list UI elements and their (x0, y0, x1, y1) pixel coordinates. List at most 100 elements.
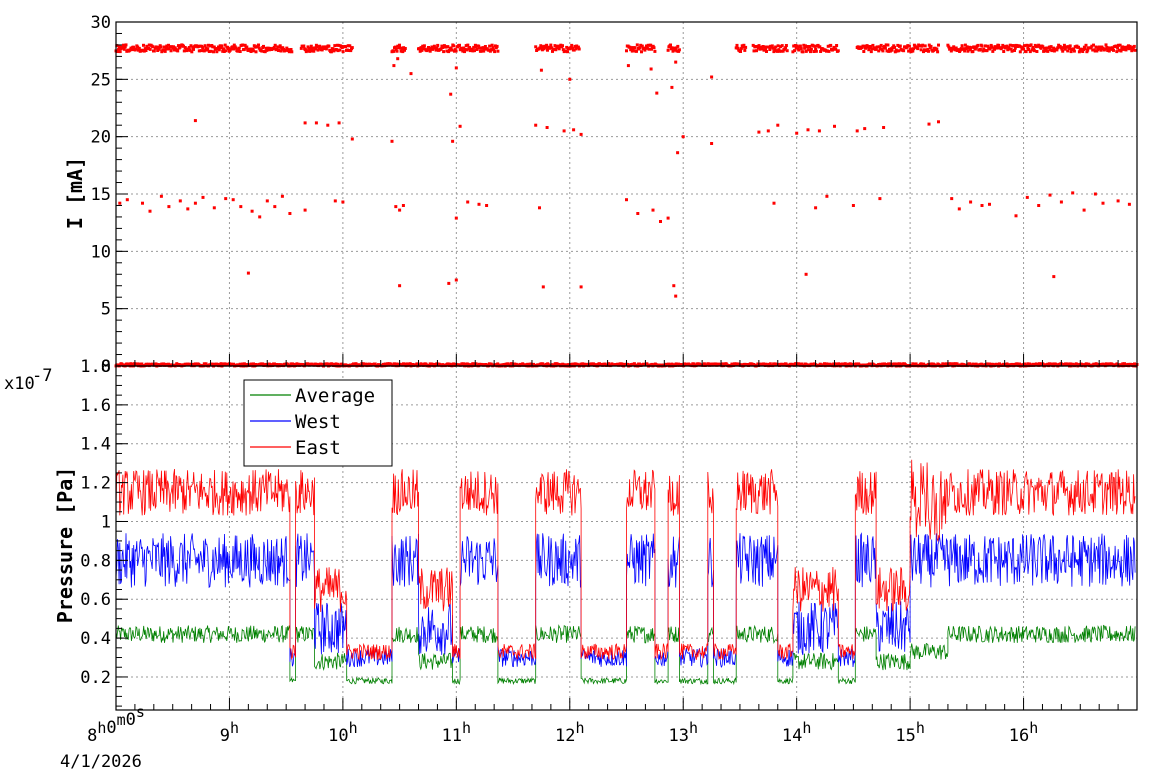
current-point (334, 362, 338, 366)
current-point (1035, 50, 1039, 53)
current-point (159, 45, 163, 49)
current-point (564, 49, 568, 53)
current-point (1018, 362, 1021, 366)
current-point (482, 49, 486, 53)
current-point (421, 44, 425, 48)
current-point (1059, 200, 1063, 204)
current-point (878, 197, 882, 201)
current-point (401, 204, 405, 207)
current-point (221, 49, 225, 53)
current-point (254, 50, 258, 54)
current-point (677, 48, 681, 52)
current-point (326, 123, 330, 127)
current-point (212, 50, 215, 54)
current-point (348, 44, 352, 48)
current-point (1103, 47, 1107, 51)
current-point (826, 44, 830, 48)
current-point (1114, 44, 1118, 48)
current-point (755, 49, 758, 53)
current-point (299, 46, 303, 50)
current-point (129, 362, 133, 366)
current-point (1048, 193, 1052, 197)
current-point (1132, 44, 1136, 48)
current-point (197, 49, 201, 53)
current-point (1091, 48, 1095, 52)
x-tick-label: 8h0m0s (87, 703, 145, 746)
current-point (545, 43, 549, 47)
current-point (876, 45, 880, 49)
current-point (417, 47, 421, 51)
current-point (246, 271, 250, 275)
current-point (471, 49, 475, 53)
current-point (777, 48, 781, 52)
current-point (795, 44, 799, 48)
current-point (795, 131, 799, 135)
current-point (734, 46, 738, 50)
current-point (744, 45, 748, 49)
current-point (739, 47, 743, 51)
legend-box (243, 379, 393, 467)
current-point (415, 362, 419, 366)
x-tick-label: 12h (555, 719, 585, 746)
current-point (886, 43, 890, 47)
current-point (947, 45, 951, 49)
current-point (303, 208, 307, 212)
current-point (983, 44, 987, 48)
current-point (302, 44, 306, 48)
current-point (398, 284, 402, 288)
current-point (710, 75, 714, 79)
current-point (398, 208, 402, 212)
current-point (1092, 43, 1095, 47)
current-point (772, 201, 776, 205)
current-point (488, 44, 492, 48)
current-point (549, 43, 553, 47)
current-point (215, 50, 219, 54)
current-point (491, 46, 495, 50)
current-point (626, 64, 630, 68)
current-point (1013, 49, 1016, 52)
current-point (1039, 46, 1043, 50)
current-point (1069, 50, 1073, 54)
current-point (1042, 49, 1046, 53)
current-point (148, 47, 152, 51)
current-point (1005, 362, 1009, 366)
top-panel-grid (116, 22, 1137, 366)
current-point (1057, 43, 1061, 47)
current-point (710, 142, 714, 145)
current-point (819, 50, 823, 53)
current-point (253, 45, 257, 49)
current-point (950, 197, 954, 201)
current-point (799, 47, 803, 51)
current-point (275, 47, 279, 51)
current-point (792, 44, 796, 48)
current-point (154, 362, 158, 366)
current-point (539, 44, 543, 48)
current-point (128, 48, 132, 52)
current-point (625, 49, 628, 53)
current-point (968, 48, 972, 52)
current-point (124, 43, 128, 47)
legend-entry-east: East (250, 437, 341, 459)
bottom-y-axis-label: Pressure [Pa] (53, 467, 77, 624)
current-point (822, 362, 826, 366)
current-point (409, 72, 413, 76)
current-point (441, 46, 445, 49)
current-point (751, 43, 755, 47)
current-point (1072, 49, 1076, 53)
current-point (492, 48, 496, 52)
current-point (309, 47, 312, 51)
current-point (784, 46, 788, 50)
current-point (1090, 44, 1094, 48)
current-point (147, 46, 150, 50)
current-point (935, 47, 939, 51)
current-point (829, 43, 833, 47)
current-point (197, 44, 200, 48)
current-point (878, 47, 882, 51)
current-point (1032, 47, 1036, 51)
legend-label-average: Average (295, 385, 375, 407)
current-point (921, 43, 925, 47)
current-point (429, 47, 433, 51)
current-point (319, 46, 322, 50)
current-point (1023, 44, 1026, 48)
current-point (946, 43, 950, 47)
